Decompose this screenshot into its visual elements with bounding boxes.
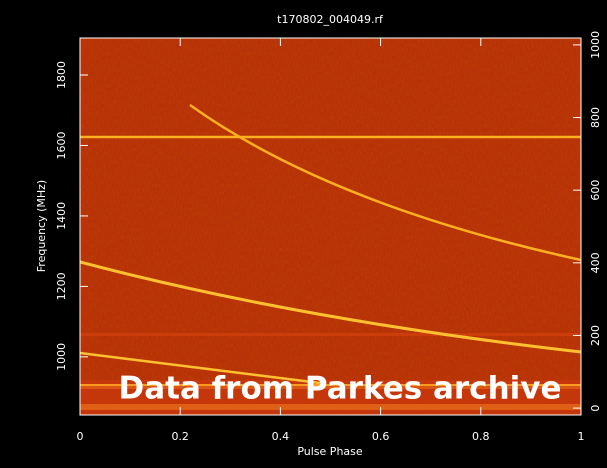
y2-tick-label: 800 <box>589 107 602 128</box>
y2-tick-label: 600 <box>589 180 602 201</box>
x-tick-label: 0.4 <box>272 430 290 443</box>
x-tick-label: 1 <box>578 430 585 443</box>
y-axis-label: Frequency (MHz) <box>35 180 48 272</box>
x-tick-label: 0.6 <box>372 430 390 443</box>
chart-title: t170802_004049.rf <box>277 13 384 26</box>
y-tick-label: 1600 <box>55 131 68 159</box>
y2-tick-label: 0 <box>589 405 602 412</box>
annotation: Data from Parkes archive <box>118 371 561 407</box>
y2-tick-label: 400 <box>589 252 602 273</box>
y-tick-label: 1200 <box>55 272 68 300</box>
x-axis-label: Pulse Phase <box>297 445 363 458</box>
y-tick-label: 1400 <box>55 202 68 230</box>
y2-tick-label: 200 <box>589 325 602 346</box>
spectrogram-image <box>80 38 581 415</box>
x-tick-label: 0.2 <box>171 430 189 443</box>
y-tick-label: 1000 <box>55 343 68 371</box>
y-tick-label: 1800 <box>55 61 68 89</box>
plot-frame <box>79 37 582 416</box>
y2-tick-label: 1000 <box>589 31 602 59</box>
x-tick-label: 0.8 <box>472 430 490 443</box>
x-tick-label: 0 <box>77 430 84 443</box>
